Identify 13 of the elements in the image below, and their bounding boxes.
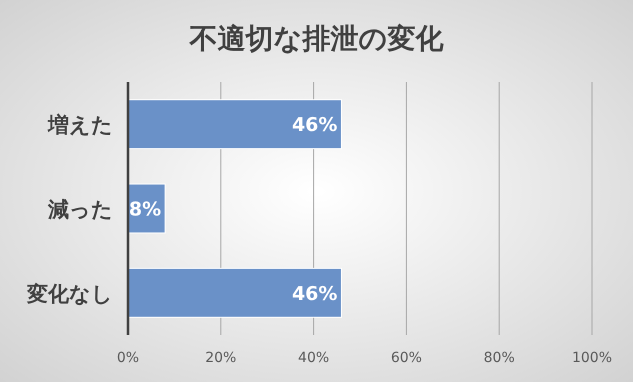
x-tick-label: 80% [484, 350, 515, 366]
x-tick-label: 40% [298, 350, 330, 366]
y-tick-label: 増えた [47, 113, 113, 138]
data-label: 46% [292, 114, 338, 136]
x-tick-label: 100% [572, 350, 612, 366]
y-tick-label: 変化なし [26, 282, 113, 306]
x-tick-label: 0% [116, 350, 140, 366]
chart-title: 不適切な排泄の変化 [188, 22, 444, 55]
x-tick-label: 20% [205, 350, 236, 366]
data-label: 46% [292, 282, 338, 305]
y-tick-label: 減った [47, 198, 113, 222]
x-tick-label: 60% [390, 350, 422, 366]
data-label: 8% [128, 198, 162, 220]
